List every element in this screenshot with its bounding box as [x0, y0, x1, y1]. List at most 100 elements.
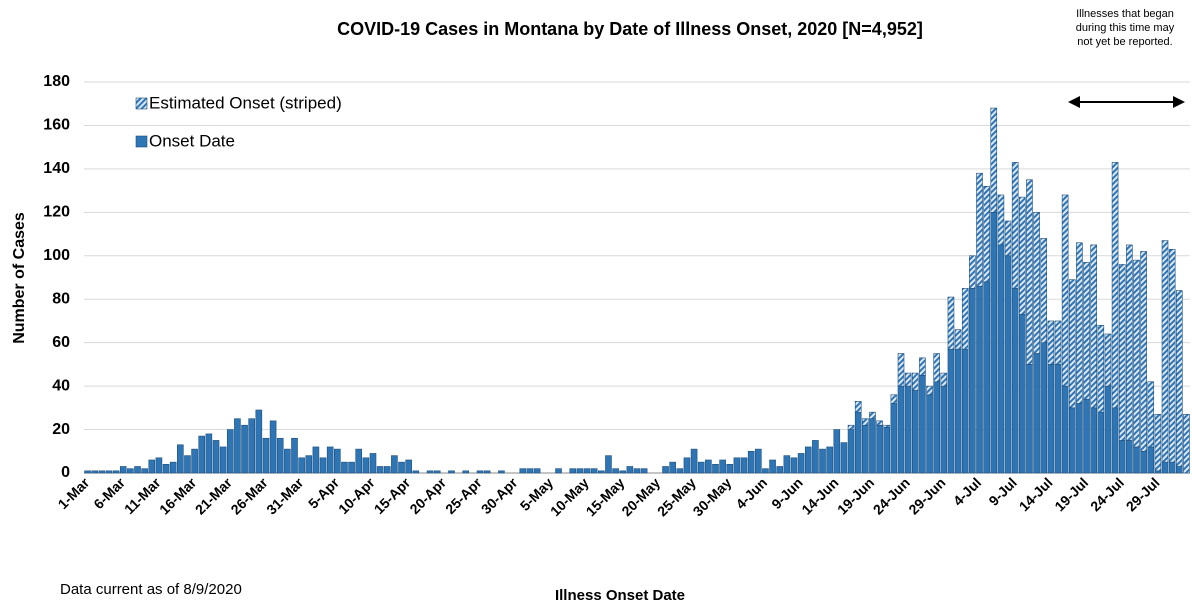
bar-segment — [1133, 259, 1140, 448]
bar-segment — [533, 468, 541, 474]
bar-segment — [1004, 220, 1012, 257]
bar-segment — [897, 353, 905, 387]
bar-segment — [476, 470, 484, 474]
bar-segment — [1161, 240, 1169, 463]
bar-segment — [255, 409, 263, 474]
bar-segment — [733, 457, 741, 474]
bar-segment — [298, 457, 305, 474]
bar-segment — [854, 401, 862, 413]
bar-segment — [840, 442, 848, 474]
bar-segment — [1076, 403, 1083, 474]
bar-segment — [576, 468, 584, 474]
bar-segment — [1118, 440, 1126, 474]
bar-segment — [1076, 242, 1083, 404]
bar-segment — [341, 461, 348, 474]
bar-segment — [1183, 414, 1190, 474]
bar-segment — [1011, 162, 1019, 289]
bar-segment — [448, 470, 455, 474]
bar-segment — [1126, 244, 1133, 441]
bar-segment — [790, 457, 798, 474]
bar-segment — [983, 185, 990, 283]
bar-segment — [769, 459, 776, 474]
x-tick-label: 10-Apr — [335, 474, 378, 517]
x-tick-label: 29-Jul — [1123, 474, 1163, 514]
x-tick-label: 11-Mar — [121, 474, 164, 517]
bar-segment — [269, 420, 277, 474]
bar-segment — [919, 374, 926, 474]
bar-segment — [376, 466, 384, 474]
bar-segment — [162, 464, 170, 474]
bar-segment — [826, 446, 833, 474]
note: Data current as of 8/9/2020 — [60, 581, 242, 598]
bar-segment — [1026, 364, 1033, 474]
bar-segment — [284, 448, 291, 474]
bar-segment — [526, 468, 534, 474]
bar-segment — [1054, 320, 1062, 365]
bar-segment — [776, 466, 784, 474]
bar-segment — [676, 468, 684, 474]
bar-segment — [398, 461, 405, 474]
bar-segment — [961, 288, 969, 350]
bar-segment — [1154, 414, 1162, 472]
bar-segment — [705, 459, 712, 474]
chart-title: COVID-19 Cases in Montana by Date of Ill… — [337, 19, 923, 39]
bar-segment — [1004, 255, 1012, 474]
bar-segment — [812, 440, 819, 474]
bar-segment — [191, 448, 198, 474]
bar-segment — [1033, 353, 1040, 474]
bar-segment — [847, 429, 855, 474]
bar-segment — [904, 385, 912, 474]
bar-segment — [947, 296, 955, 350]
x-tick-label: 14-Jun — [798, 474, 841, 517]
bar-segment — [876, 420, 883, 426]
bar-segment — [940, 372, 948, 387]
bar-segment — [1097, 411, 1105, 474]
bar-segment — [569, 468, 577, 474]
bar-segment — [633, 468, 641, 474]
bar-segment — [1175, 466, 1183, 474]
bar-segment — [362, 457, 370, 474]
y-tick-label: 160 — [43, 117, 70, 134]
bar-segment — [1047, 364, 1055, 474]
x-tick-label: 29-Jun — [905, 474, 948, 517]
x-tick-label: 16-Mar — [156, 474, 200, 518]
x-tick-label: 20-Apr — [406, 474, 449, 517]
bar-segment — [926, 385, 933, 396]
x-tick-label: 25-Apr — [442, 474, 485, 517]
bar-segment — [797, 453, 805, 474]
bar-segment — [954, 329, 962, 350]
bar-segment — [219, 446, 227, 474]
bar-segment — [911, 372, 919, 391]
bar-segment — [590, 468, 598, 474]
bar-segment — [876, 424, 883, 474]
bar-segment — [169, 461, 177, 474]
bar-segment — [883, 427, 891, 474]
bar-segment — [933, 381, 940, 474]
bar-segment — [84, 470, 91, 474]
bar-segment — [869, 411, 876, 419]
y-tick-label: 60 — [52, 334, 70, 351]
bar-segment — [969, 288, 976, 474]
bar-segment — [819, 448, 826, 474]
bar-segment — [1068, 279, 1076, 409]
bar-segment — [997, 244, 1005, 474]
bar-segment — [1019, 314, 1026, 474]
bar-segment — [1140, 450, 1147, 474]
y-axis-label: Number of Cases — [11, 212, 28, 344]
bar-segment — [1118, 264, 1126, 441]
bar-segment — [1111, 162, 1119, 409]
x-tick-label: 4-Jun — [732, 474, 770, 512]
bar-segment — [1147, 446, 1155, 474]
bar-segment — [990, 107, 998, 213]
bar-segment — [1168, 461, 1176, 474]
x-tick-label: 15-Apr — [371, 474, 414, 517]
x-tick-label: 14-Jul — [1016, 474, 1056, 514]
bar-segment — [262, 437, 270, 474]
y-tick-label: 180 — [43, 73, 70, 90]
bar-segment — [712, 464, 719, 474]
bar-segment — [483, 470, 491, 474]
bar-segment — [412, 470, 420, 474]
y-tick-label: 20 — [52, 421, 70, 438]
bar-segment — [1154, 470, 1162, 474]
bar-segment — [883, 424, 891, 428]
